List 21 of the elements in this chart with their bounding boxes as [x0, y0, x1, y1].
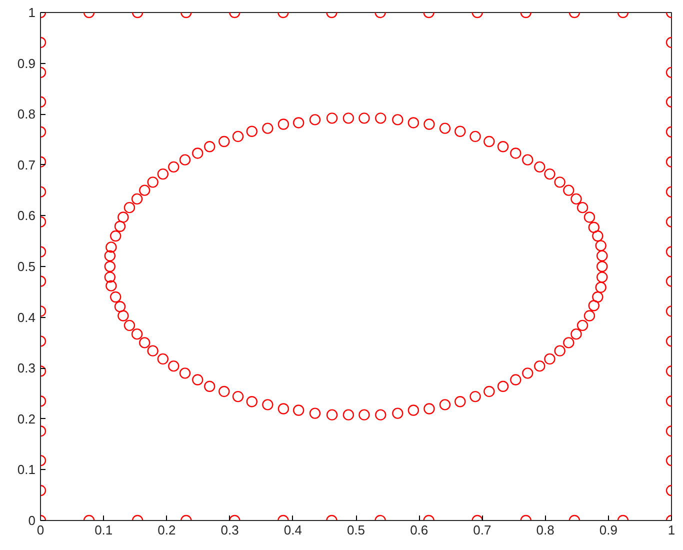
- y-tick-label: 0.4: [17, 310, 36, 325]
- x-tick-label: 0.7: [473, 522, 492, 538]
- y-tick-label: 0: [28, 513, 36, 528]
- x-tick-label: 0.2: [158, 522, 176, 538]
- y-tick-label: 0.5: [17, 259, 36, 274]
- y-tick-label: 0.2: [17, 411, 36, 426]
- y-tick-label: 1: [28, 5, 36, 20]
- x-tick-label: 0.5: [346, 522, 366, 538]
- y-tick-label: 0.9: [17, 56, 36, 71]
- x-tick-label: 0.1: [94, 522, 113, 538]
- x-tick-label: 0.3: [220, 522, 239, 538]
- x-tick-label: 1: [668, 522, 676, 538]
- y-tick-label: 0.7: [17, 157, 36, 172]
- y-tick-label: 0.3: [17, 360, 36, 376]
- x-tick-label: 0.6: [410, 522, 428, 538]
- x-tick-label: 0.4: [284, 522, 302, 538]
- y-tick-label: 0.8: [17, 106, 36, 122]
- y-tick-label: 0.1: [17, 462, 36, 478]
- x-tick-label: 0.8: [536, 522, 554, 538]
- y-tick-label: 0.6: [17, 208, 36, 224]
- x-tick-label: 0.9: [599, 522, 618, 538]
